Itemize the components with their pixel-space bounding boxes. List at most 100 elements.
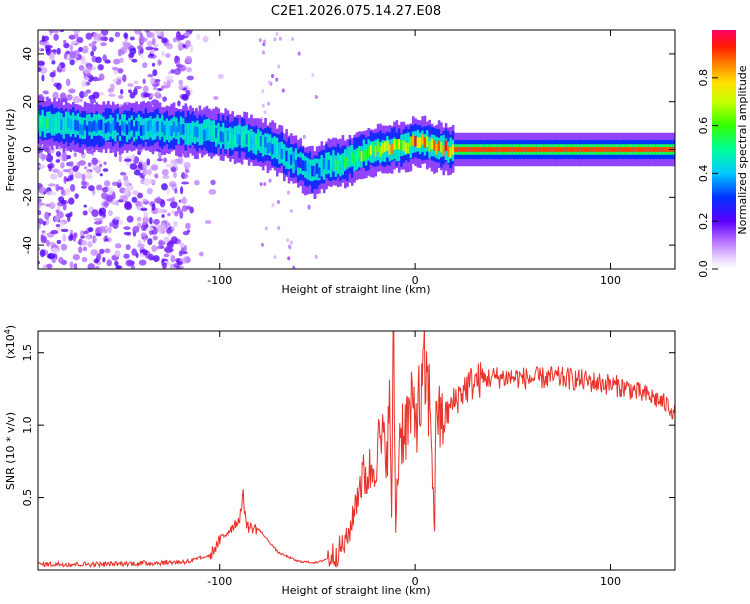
spectrogram-noise-cell (49, 52, 55, 61)
spectrogram-noise-cell (74, 171, 83, 179)
colorbar-tick-label: 0.2 (697, 212, 710, 230)
spectrogram-ridge-cell (95, 122, 99, 134)
spectrogram-noise-cell (84, 235, 91, 240)
spectrogram-ridge-cell (245, 133, 249, 145)
spectrogram-ridge-cell (137, 121, 141, 133)
spectrogram-ridge-cell (53, 119, 56, 131)
spectrogram-ridge-cell (88, 121, 91, 132)
spectrogram-noise-cell (185, 40, 191, 48)
spectrogram-noise-cell (80, 60, 89, 65)
spectrogram-ridge-cell (76, 120, 80, 132)
spectrogram-ridge-cell (479, 147, 483, 152)
spectrogram-noise-cell (108, 37, 114, 43)
spectrogram-noise-cell (146, 187, 153, 195)
spectrogram-noise-cell (275, 77, 279, 82)
spectrogram-ridge-cell (254, 134, 258, 145)
spectrogram-ridge-cell (512, 147, 516, 152)
spectrogram-noise-cell (185, 55, 193, 64)
spectrogram-noise-cell (151, 245, 158, 253)
spectrogram-noise-cell (154, 197, 162, 204)
spectrogram-ridge-cell (264, 136, 267, 148)
spectrogram-noise-cell (85, 32, 93, 40)
colorbar-gradient (712, 30, 736, 269)
spectrogram-noise-cell (45, 239, 50, 246)
spectrogram-noise-cell (57, 186, 64, 190)
spectrogram-noise-cell (40, 234, 44, 240)
spectrogram-ridge-cell (622, 147, 626, 152)
spectrogram-ridge-cell (339, 154, 342, 165)
spectrogram-noise-cell (69, 51, 76, 59)
spectrogram-ridge-cell (301, 160, 305, 171)
spectrogram-noise-cell (92, 164, 99, 172)
spectrogram-ridge-cell (465, 147, 469, 152)
spectrogram-ridge-cell (46, 118, 49, 129)
spectrogram-ridge-cell (69, 119, 73, 130)
spectrogram-ridge-cell (74, 119, 77, 131)
spectrogram-ridge-cell (486, 147, 490, 152)
spectrogram-ridge-cell (55, 121, 59, 132)
spectrogram-noise-cell (180, 186, 184, 195)
spectrogram-y-ticks: -40 -20 0 20 40 (21, 47, 675, 254)
spectrogram-ridge-cell (442, 145, 446, 156)
spectrogram-noise-cell (102, 54, 107, 62)
spectrogram-noise-cell (314, 254, 318, 259)
spectrogram-ridge-cell (397, 139, 401, 162)
spectrogram-ridge-cell (655, 147, 659, 152)
spectrogram-noise-cell (292, 265, 296, 269)
spectrogram-ridge-cell (409, 136, 413, 148)
spectrogram-ridge-cell (496, 147, 499, 152)
spectrogram-noise-cell (162, 96, 168, 102)
spectrogram-ridge-cell (308, 163, 312, 175)
spectrogram-ridge-cell (86, 114, 89, 136)
spectrogram-ridge-cell (608, 147, 612, 152)
spectrogram-noise-cell (49, 72, 56, 78)
spectrogram-noise-cell (108, 209, 113, 217)
spectrogram-ridge-cell (508, 147, 511, 152)
spectrogram-ridge-cell (599, 147, 603, 152)
spectrogram-ridge-cell (104, 122, 108, 134)
spectrogram-noise-cell (55, 184, 60, 192)
spectrogram-x-ticks: -100 0 100 (207, 30, 621, 287)
spectrogram-ridge-cell (139, 125, 143, 136)
spectrogram-ridge-cell (294, 148, 298, 170)
spectrogram-ridge-cell (554, 147, 558, 152)
spectrogram-noise-cell (271, 203, 275, 208)
spectrogram-ridge-cell (637, 147, 640, 152)
spectrogram-noise-cell (277, 226, 281, 231)
spectrogram-ridge-cell (315, 163, 319, 174)
spectrogram-noise-cell (53, 33, 59, 41)
spectrogram-noise-cell (62, 202, 67, 211)
spectrogram-noise-cell (140, 53, 144, 59)
spectrogram-noise-cell (164, 245, 173, 254)
spectrogram-noise-cell (151, 203, 156, 211)
spectrogram-ridge-cell (154, 122, 157, 134)
spectrogram-noise-cell (154, 173, 159, 179)
spectrogram-ridge-cell (531, 147, 535, 152)
spectrogram-noise-cell (38, 203, 41, 210)
spectrogram-noise-cell (102, 212, 106, 218)
spectrogram-ridge-cell (365, 149, 368, 160)
spectrogram-ridge-cell (325, 161, 328, 173)
spectrogram-ridge-cell (336, 161, 340, 173)
spectrogram-ridge-cell (393, 139, 396, 150)
spectrogram-ridge-cell (346, 155, 349, 167)
spectrogram-ridge-cell (292, 151, 295, 163)
spectrogram-noise-cell (167, 212, 171, 217)
spectrogram-ridge-cell (358, 147, 361, 159)
spectrogram-ridge-cell (334, 159, 338, 171)
y-tick-label: 1.0 (21, 416, 34, 434)
spectrogram-ridge-cell (114, 120, 117, 142)
spectrogram-noise-cell (99, 226, 106, 233)
spectrogram-ridge-cell (428, 141, 431, 152)
spectrogram-noise-cell (70, 160, 74, 167)
spectrogram-noise-cell (80, 239, 88, 246)
spectrogram-ridge-cell (454, 147, 457, 152)
spectrogram-noise-cell (147, 238, 153, 246)
spectrogram-noise-cell (165, 53, 171, 59)
spectrogram-ridge-cell (250, 137, 253, 148)
spectrogram-ridge-cell (517, 147, 521, 152)
spectrogram-ridge-cell (641, 147, 645, 152)
spectrogram-ridge-cell (50, 121, 54, 133)
spectrogram-noise-cell (114, 31, 121, 38)
spectrogram-noise-cell (286, 190, 290, 195)
